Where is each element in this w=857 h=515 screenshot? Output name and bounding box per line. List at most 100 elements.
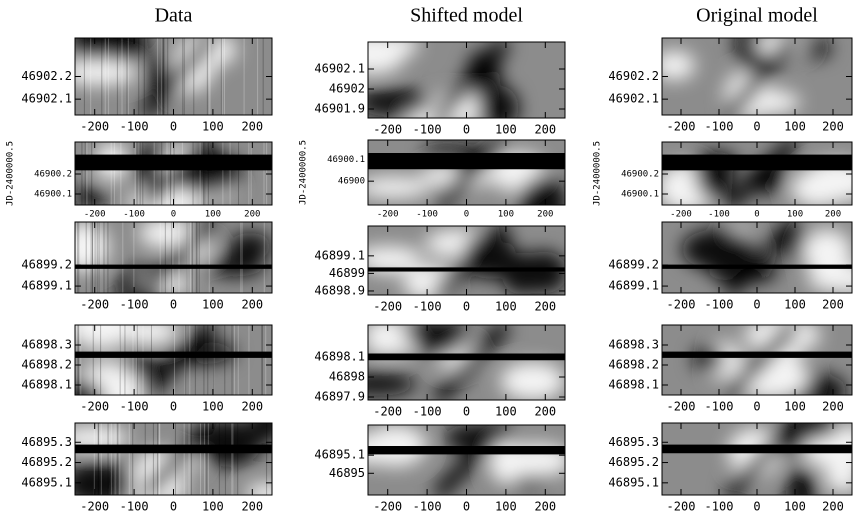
gap-band [75, 265, 272, 269]
x-tick-label: -200 [667, 400, 696, 414]
x-tick-label: -100 [413, 300, 442, 314]
x-tick-label: 200 [534, 300, 556, 314]
y-tick-label: 46895.3 [21, 435, 72, 449]
x-tick-label: 0 [463, 405, 470, 419]
x-tick-label: 200 [241, 400, 263, 414]
x-tick-label: -200 [80, 298, 109, 312]
x-tick-label: 100 [495, 405, 517, 419]
x-tick-label: 0 [463, 123, 470, 137]
x-tick-label: 100 [202, 500, 224, 514]
x-tick-label: 100 [202, 120, 224, 134]
y-tick-label: 46899.2 [21, 258, 72, 272]
gap-band [368, 153, 565, 169]
gap-band [368, 354, 565, 361]
gap-band [75, 445, 272, 454]
image [60, 17, 272, 115]
column-title: Original model [696, 5, 818, 27]
gap-band [662, 265, 852, 269]
y-tick-label: 46895.2 [21, 455, 72, 469]
x-tick-label: 200 [822, 120, 844, 134]
x-tick-label: 0 [170, 298, 177, 312]
y-tick-label: 46899.1 [21, 279, 72, 293]
x-tick-label: 200 [534, 405, 556, 419]
blob [500, 362, 564, 400]
x-tick-label: 200 [822, 400, 844, 414]
gap-band [368, 446, 565, 454]
y-tick-label: 46895 [329, 466, 365, 480]
y-tick-label: 46898.2 [608, 358, 659, 372]
x-tick-label: -100 [413, 123, 442, 137]
x-tick-label: 200 [822, 298, 844, 312]
image [45, 303, 272, 412]
x-tick-label: 100 [784, 120, 806, 134]
y-tick-label: 46898.9 [314, 283, 365, 297]
column-title: Shifted model [410, 5, 523, 27]
y-tick-label: 46899.1 [314, 248, 365, 262]
y-axis-label: JD-2400000.5 [299, 140, 309, 205]
x-tick-label: 100 [784, 500, 806, 514]
gap-band [368, 267, 565, 271]
image [653, 25, 852, 119]
blob [355, 88, 430, 116]
x-tick-label: 0 [753, 400, 760, 414]
x-tick-label: -100 [705, 400, 734, 414]
blob [365, 318, 400, 356]
gap-band [662, 155, 852, 171]
gap-band [75, 352, 272, 358]
x-tick-label: 100 [787, 210, 803, 220]
x-tick-label: 100 [498, 210, 514, 220]
x-tick-label: -200 [667, 500, 696, 514]
figure: -200-100010020046902.146902.2Data-200-10… [0, 0, 857, 515]
x-tick-label: -200 [80, 120, 109, 134]
x-tick-label: 100 [784, 298, 806, 312]
image [337, 318, 565, 400]
x-tick-label: -100 [708, 210, 730, 220]
x-tick-label: -100 [123, 210, 145, 220]
y-tick-label: 46900.1 [621, 190, 659, 200]
x-tick-label: 200 [534, 500, 556, 514]
x-tick-label: 200 [241, 120, 263, 134]
x-tick-label: 100 [495, 123, 517, 137]
x-tick-label: -100 [120, 298, 149, 312]
y-tick-label: 46900.2 [34, 170, 72, 180]
y-tick-label: 46900.2 [621, 170, 659, 180]
y-tick-label: 46898 [329, 370, 365, 384]
column-title: Data [155, 5, 193, 27]
blob [653, 51, 695, 80]
x-tick-label: -200 [80, 500, 109, 514]
blob [384, 35, 418, 56]
x-tick-label: -100 [413, 500, 442, 514]
y-tick-label: 46898.1 [608, 378, 659, 392]
y-tick-label: 46895.2 [608, 455, 659, 469]
panel: -200-100010020046895.146895.246895.3 [608, 410, 857, 513]
image [354, 226, 567, 300]
x-tick-label: 0 [753, 298, 760, 312]
x-tick-label: 100 [205, 210, 221, 220]
x-tick-label: -200 [667, 298, 696, 312]
x-tick-label: 200 [241, 500, 263, 514]
x-tick-label: -100 [705, 298, 734, 312]
y-tick-label: 46899.2 [608, 258, 659, 272]
y-tick-label: 46898.1 [314, 350, 365, 364]
x-tick-label: 100 [495, 500, 517, 514]
x-tick-label: 100 [202, 400, 224, 414]
y-axis-label: JD-2400000.5 [6, 141, 16, 206]
x-tick-label: 200 [825, 210, 841, 220]
x-tick-label: 100 [202, 298, 224, 312]
y-tick-label: 46895.1 [608, 475, 659, 489]
image [662, 410, 857, 512]
panel: -200-100010020046902.146902.2Data [21, 5, 272, 134]
y-tick-label: 46895.1 [21, 475, 72, 489]
x-tick-label: -200 [373, 123, 402, 137]
panel: -200-10001002004689546895.1 [314, 423, 571, 513]
x-tick-label: 200 [822, 500, 844, 514]
blob [365, 425, 427, 466]
x-tick-label: 0 [463, 300, 470, 314]
blob [791, 171, 847, 207]
